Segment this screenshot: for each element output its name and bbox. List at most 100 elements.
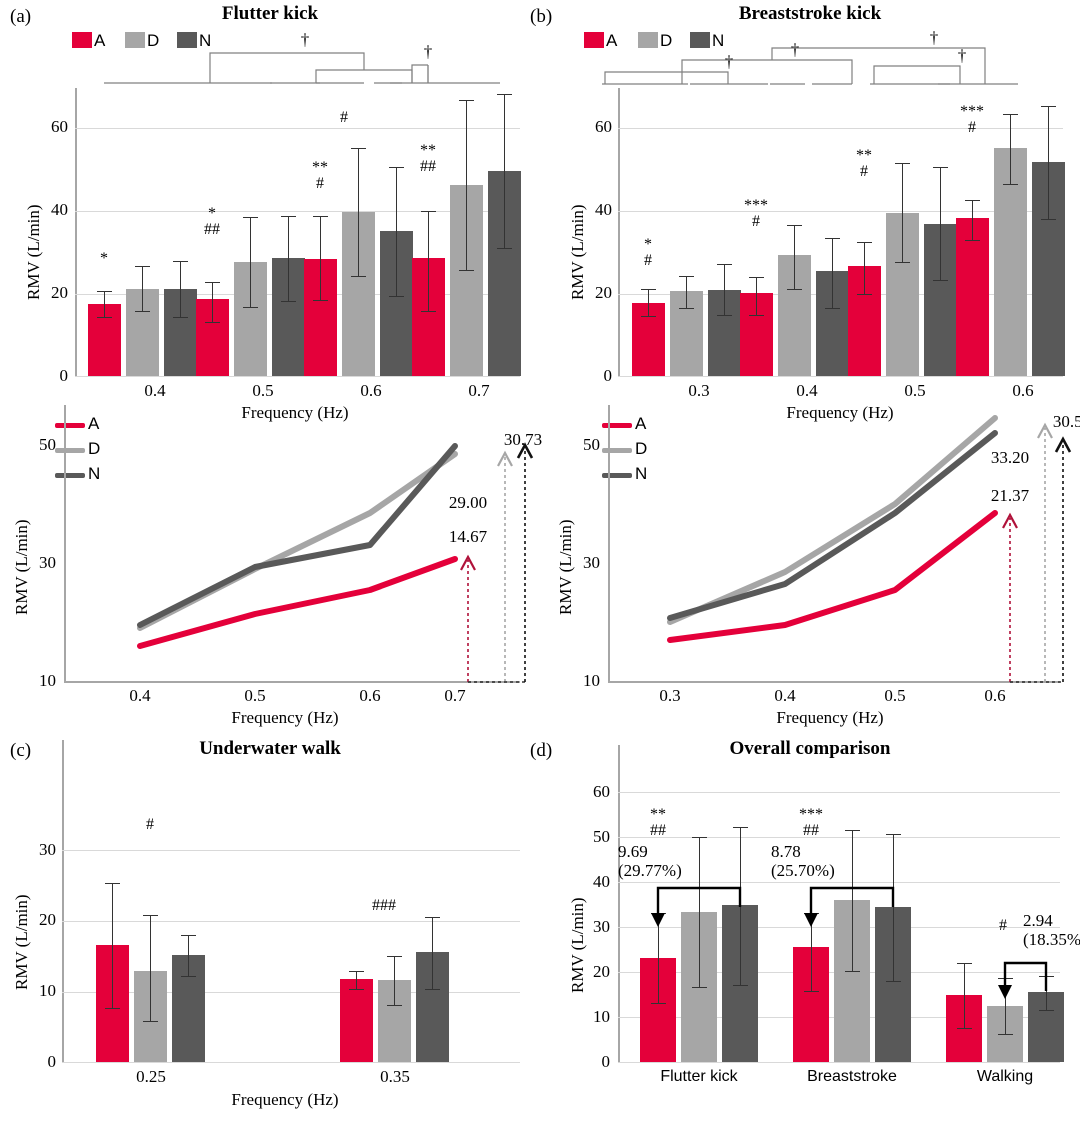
error-cap [459,270,474,271]
panel-b-y-axis [618,88,620,376]
error-cap [243,307,258,308]
significance-marker: # [146,816,154,833]
x-tick-label: 0.7 [444,686,466,705]
error-cap [641,316,656,317]
error-cap [957,1028,972,1029]
x-tick-label: 0.6 [360,381,382,400]
error-cap [679,276,694,277]
panel-a-bar-chart: (a) Flutter kick A D N † † 0 20 40 60 RM… [0,0,540,422]
panel-b-brackets [602,47,1018,85]
legend-swatch-d [638,32,658,48]
panel-c-bar-chart: (c) Underwater walk 0 10 20 30 RMV (L/mi… [0,735,540,1122]
gridline [618,792,1060,793]
error-cap [733,985,748,986]
x-tick-label: 0.6 [359,686,381,705]
error-cap [389,167,404,168]
error-cap [135,311,150,312]
y-tick-label: 0 [601,1052,611,1071]
legend-swatch-n [177,32,197,48]
panel-d-arrow-flutter [651,886,742,927]
error-cap [804,991,819,992]
significance-marker: ### [372,897,396,914]
error-cap [1039,1010,1054,1011]
error-cap [998,1034,1013,1035]
delta-label-n: 30.57 [1052,412,1080,431]
error-bar [902,163,903,262]
line-legend-label-a: A [88,414,100,433]
delta-label-d: 29.00 [448,493,488,512]
significance-marker: ** # [312,159,328,193]
error-bar [852,830,853,971]
error-cap [679,308,694,309]
error-cap [497,94,512,95]
error-cap [421,211,436,212]
error-cap [692,837,707,838]
error-cap [787,225,802,226]
panel-a-line-x-axis-label: Frequency (Hz) [231,708,339,727]
error-cap [205,322,220,323]
panel-a-brackets [104,52,500,84]
y-tick-label: 10 [39,981,56,1000]
line-legend-label-n: N [88,464,101,483]
error-cap [749,315,764,316]
line-legend-label-n: N [635,464,648,483]
error-cap [825,238,840,239]
panel-b-bar-chart: (b) Breaststroke kick A D N † † † † 0 20… [530,0,1080,422]
panel-a-line-chart: A D N 10 30 50 RMV (L/min) 14.67 29.00 3… [0,400,542,735]
error-cap [1041,106,1056,107]
error-bar [212,282,213,322]
panel-b-line-series [667,415,1072,683]
error-bar [150,915,151,1021]
error-cap [389,296,404,297]
gridline [618,128,1063,129]
delta-label-a: 21.37 [990,486,1030,505]
delta-percent: (29.77%) [618,861,682,881]
panel-b-line-x-axis-label: Frequency (Hz) [776,708,884,727]
line-legend-label-d: D [635,439,648,458]
bar [956,218,989,376]
error-cap [243,217,258,218]
error-cap [173,317,188,318]
error-cap [641,289,656,290]
panel-d-bar-chart: (d) Overall comparison 0 10 20 30 40 50 … [530,735,1080,1122]
y-tick-label: 50 [39,435,56,454]
error-bar [658,913,659,1003]
panel-c-y-axis [62,740,64,1062]
error-bar [188,935,189,976]
y-tick-label: 30 [583,553,600,572]
x-tick-label: 0.4 [144,381,166,400]
panel-c-x-axis-label: Frequency (Hz) [231,1090,339,1109]
error-cap [717,264,732,265]
error-cap [181,935,196,936]
error-cap [1003,114,1018,115]
error-cap [387,1005,402,1006]
legend-label-d: D [147,31,160,50]
legend-swatch-a [72,32,92,48]
error-bar [180,261,181,317]
error-cap [421,311,436,312]
y-tick-label: 60 [593,782,610,801]
error-bar [1010,114,1011,184]
panel-d-title: Overall comparison [729,738,891,759]
error-cap [105,1008,120,1009]
error-bar [964,963,965,1028]
error-cap [143,915,158,916]
error-cap [281,216,296,217]
x-tick-label: 0.5 [904,381,926,400]
error-cap [497,248,512,249]
error-bar [699,837,700,987]
panel-c-title: Underwater walk [199,738,341,759]
panel-a-x-axis-label: Frequency (Hz) [241,403,349,422]
error-cap [313,216,328,217]
delta-label-d: 33.20 [990,448,1030,467]
y-tick-label: 40 [593,872,610,891]
error-bar [972,200,973,240]
significance-marker: ** # [856,147,872,181]
panel-a-line-y-axis [64,405,66,682]
panel-b-title: Breaststroke kick [738,3,882,24]
panel-d-arrow-breaststroke [804,886,895,927]
bracket-dagger-4: † [957,46,967,65]
error-cap [281,301,296,302]
error-cap [965,240,980,241]
x-tick-label: 0.4 [129,686,151,705]
